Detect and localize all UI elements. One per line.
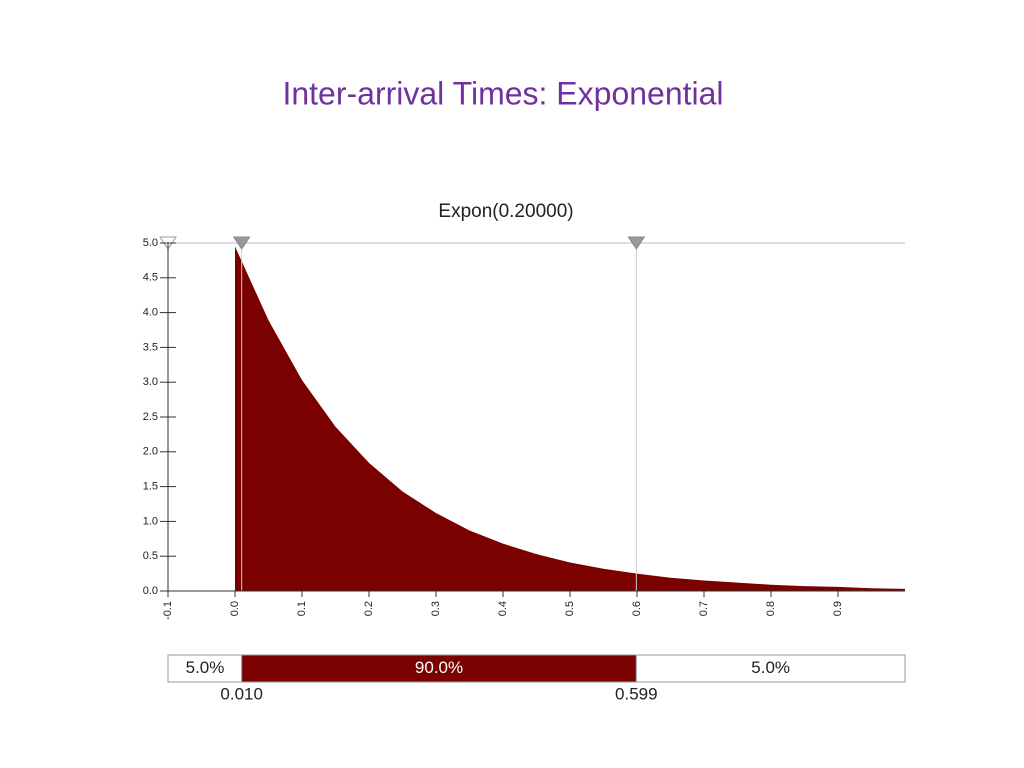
x-tick-label: 0.4	[497, 601, 509, 616]
x-tick-label: 0.1	[296, 601, 308, 616]
delimiter-marker	[232, 236, 251, 250]
delimiter-label: 0.599	[615, 684, 658, 703]
x-tick-label: 0.3	[430, 601, 442, 616]
x-tick-label: 0.6	[631, 601, 643, 616]
x-tick-label: 0.0	[229, 601, 241, 616]
slide-title: Inter-arrival Times: Exponential	[282, 75, 723, 111]
y-tick-label: 4.5	[143, 272, 158, 284]
x-tick-label: -0.1	[162, 601, 174, 620]
percent-label: 5.0%	[751, 658, 790, 677]
y-tick-label: 3.0	[143, 376, 158, 388]
x-tick-label: 0.8	[765, 601, 777, 616]
x-tick-label: 0.9	[832, 601, 844, 616]
delimiter-label: 0.010	[220, 684, 263, 703]
y-tick-label: 1.5	[143, 481, 158, 493]
percent-band	[635, 654, 906, 683]
density-area	[235, 246, 905, 592]
y-tick-label: 5.0	[143, 237, 158, 249]
x-tick-label: 0.2	[363, 601, 375, 616]
y-tick-label: 0.5	[143, 550, 158, 562]
delimiter-marker	[627, 236, 646, 250]
y-tick-label: 3.5	[143, 341, 158, 353]
y-tick-label: 2.5	[143, 411, 158, 423]
y-tick-label: 1.0	[143, 515, 158, 527]
y-tick-label: 2.0	[143, 446, 158, 458]
y-tick-label: 4.0	[143, 307, 158, 319]
y-tick-label: 0.0	[143, 585, 158, 597]
percent-label: 5.0%	[186, 658, 225, 677]
x-tick-label: 0.7	[698, 601, 710, 616]
chart-title: Expon(0.20000)	[438, 201, 573, 222]
percent-label: 90.0%	[415, 658, 463, 677]
x-tick-label: 0.5	[564, 601, 576, 616]
